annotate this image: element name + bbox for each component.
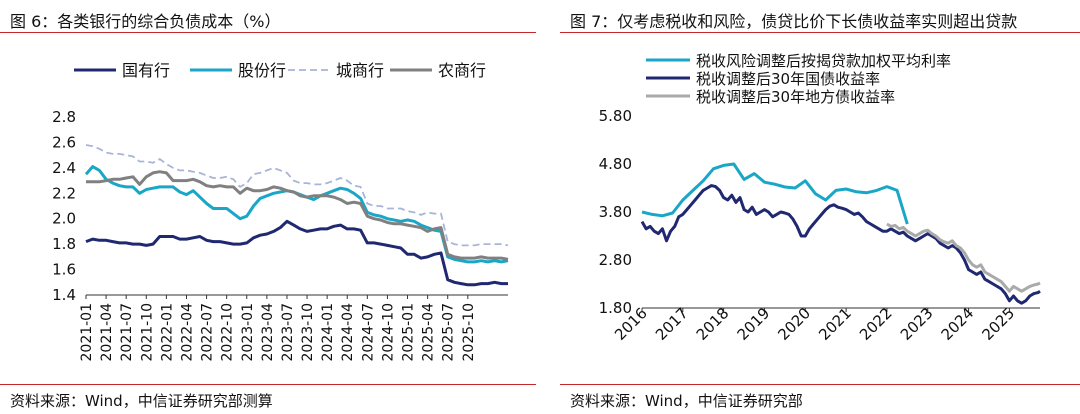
y-tick-label: 2.8 [52, 108, 76, 126]
y-tick-label: 5.80 [599, 107, 632, 125]
x-tick-label: 2022-04 [179, 303, 195, 362]
series-line-2 [85, 144, 509, 247]
right-source-note: 资料来源：Wind，中信证券研究部 [570, 392, 803, 410]
x-tick-label: 2025 [978, 304, 1018, 344]
series-line-1 [640, 184, 1041, 305]
right-figure-title: 图 7：仅考虑税收和风险，债贷比价下长债收益率实则超出贷款 [570, 12, 1018, 31]
series-line-3 [86, 170, 509, 261]
x-tick-label: 2025-07 [441, 303, 457, 362]
y-tick-label: 1.4 [52, 286, 76, 304]
x-tick-label: 2025-10 [461, 303, 477, 362]
x-tick-label: 2022-01 [159, 303, 175, 362]
x-tick-label: 2024 [938, 304, 978, 344]
series-line-2 [886, 222, 1041, 293]
y-tick-label: 1.80 [599, 299, 632, 317]
x-tick-label: 2023-10 [300, 303, 316, 362]
series-line-0 [641, 162, 909, 225]
x-tick-label: 2024-01 [320, 303, 336, 362]
y-tick-label: 2.2 [52, 184, 76, 202]
x-tick-label: 2022 [856, 304, 896, 344]
x-tick-label: 2017 [652, 304, 692, 344]
x-tick-label: 2019 [734, 304, 774, 344]
legend-label-0: 税收风险调整后按揭贷款加权平均利率 [696, 52, 951, 70]
y-tick-label: 4.80 [599, 155, 632, 173]
legend-label-0: 国有行 [122, 61, 170, 80]
left-source-note: 资料来源：Wind，中信证券研究部测算 [10, 392, 273, 410]
left-source-rule [0, 384, 536, 385]
series-line-0 [85, 219, 508, 287]
x-tick-label: 2023 [897, 304, 937, 344]
legend-label-1: 税收调整后30年国债收益率 [696, 70, 880, 88]
x-tick-label: 2024-07 [360, 303, 376, 362]
y-tick-label: 1.8 [52, 235, 76, 253]
x-tick-label: 2021-10 [139, 303, 155, 362]
x-tick-label: 2022-10 [220, 303, 236, 362]
y-tick-label: 3.80 [599, 203, 632, 221]
x-tick-label: 2025-04 [421, 303, 437, 362]
x-tick-label: 2021-07 [119, 303, 135, 362]
x-tick-label: 2024-04 [340, 303, 356, 362]
x-tick-label: 2023-01 [240, 303, 256, 362]
right-figure-panel: 图 7：仅考虑税收和风险，债贷比价下长债收益率实则超出贷款 5.80 4.80 3.… [560, 0, 1080, 414]
legend-label-2: 城商行 [336, 61, 384, 80]
y-tick-label: 2.6 [52, 133, 76, 151]
x-tick-label: 2023-07 [280, 303, 296, 362]
legend-label-1: 股份行 [238, 61, 286, 80]
left-figure-panel: 图 6：各类银行的综合负债成本（%） 2.8 2.6 2.4 2.2 2.0 1.8 1.6… [0, 0, 536, 414]
y-tick-label: 2.4 [52, 159, 76, 177]
y-tick-label: 2.80 [599, 251, 632, 269]
x-tick-label: 2018 [693, 304, 733, 344]
x-tick-label: 2022-07 [200, 303, 216, 362]
x-tick-label: 2024-10 [380, 303, 396, 362]
x-tick-label: 2023-04 [260, 303, 276, 362]
x-tick-label: 2021 [815, 304, 855, 344]
y-tick-label: 1.6 [52, 261, 76, 279]
legend-label-3: 农商行 [438, 61, 486, 80]
x-tick-label: 2025-01 [401, 303, 417, 362]
x-tick-label: 2020 [774, 304, 814, 344]
y-tick-label: 2.0 [52, 210, 76, 228]
legend-label-2: 税收调整后30年地方债收益率 [696, 88, 895, 106]
x-tick-label: 2021-04 [99, 303, 115, 362]
left-figure-title: 图 6：各类银行的综合负债成本（%） [10, 12, 281, 31]
right-source-rule [560, 384, 1080, 385]
x-tick-label: 2021-01 [79, 303, 95, 362]
right-title-rule [560, 32, 1080, 33]
left-title-rule [0, 32, 536, 33]
